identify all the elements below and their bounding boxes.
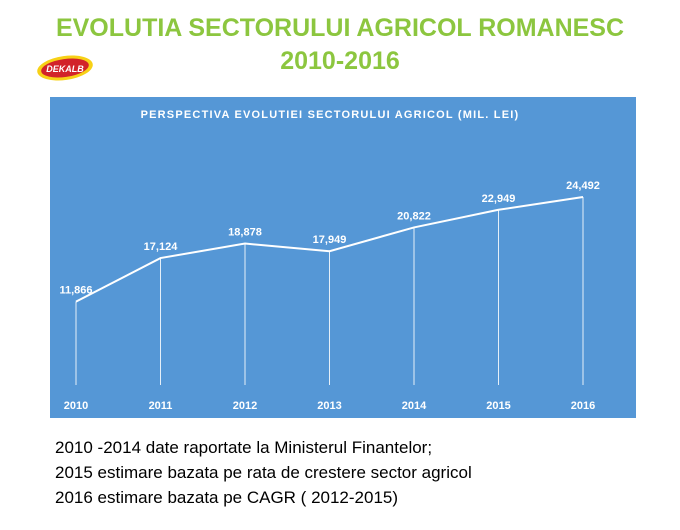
data-label: 17,949 [313,234,347,246]
data-label: 18,878 [228,227,262,239]
x-tick-label: 2010 [64,400,88,412]
logo-shape [41,58,89,78]
x-tick-label: 2013 [317,400,341,412]
line [75,196,584,303]
x-tick-label: 2015 [486,400,510,412]
note: 2016 estimare bazata pe CAGR ( 2012-2015… [55,488,398,507]
x-tick-label: 2012 [233,400,257,412]
logo: DEKALB [37,55,93,81]
x-tick-label: 2016 [571,400,595,412]
data-label: 24,492 [566,180,600,192]
chart-title: PERSPECTIVA EVOLUTIEI SECTORULUI AGRICOL… [141,109,520,121]
plot: 11,866 17,124 18,878 17,949 20,822 22,949 24,4… [59,180,599,412]
data-label: 22,949 [482,193,516,205]
x-tick-label: 2014 [402,400,427,412]
slide-title: EVOLUTIA SECTORULUI AGRICOL ROMANESC [56,14,624,42]
note: 2015 estimare bazata pe rata de crestere… [55,463,472,482]
slide-subtitle: 2010-2016 [280,47,400,75]
note: 2010 -2014 date raportate la Ministerul … [55,438,432,457]
data-label: 11,866 [59,285,92,297]
chart-background [50,97,636,418]
logo-text: DEKALB [46,64,84,74]
data-label: 20,822 [397,210,431,222]
data-label: 17,124 [144,241,179,253]
x-tick-label: 2011 [149,400,173,412]
